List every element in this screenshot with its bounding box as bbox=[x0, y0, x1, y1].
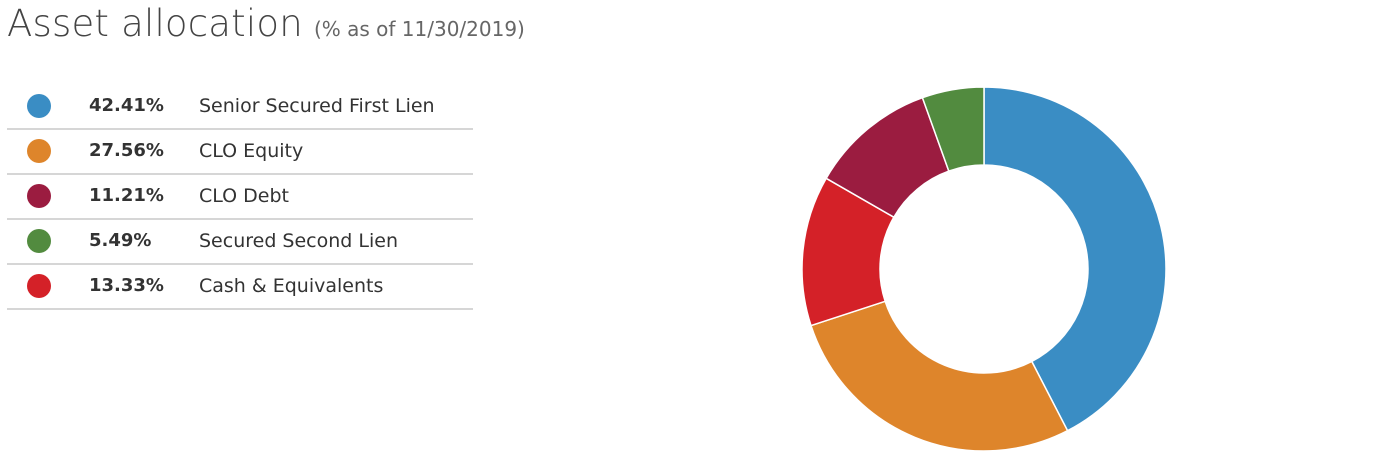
legend-value: 42.41% bbox=[89, 95, 164, 116]
allocation-legend: 42.41% Senior Secured First Lien 27.56% … bbox=[7, 85, 473, 310]
legend-row-secured-second-lien: 5.49% Secured Second Lien bbox=[7, 220, 473, 265]
as-of-date-subtitle: (% as of 11/30/2019) bbox=[313, 17, 525, 41]
legend-swatch bbox=[27, 229, 51, 253]
donut-slice-senior-secured-first-lien bbox=[983, 86, 1167, 432]
legend-swatch bbox=[27, 139, 51, 163]
legend-label: CLO Debt bbox=[199, 185, 289, 207]
legend-value: 11.21% bbox=[89, 185, 164, 206]
legend-swatch bbox=[27, 274, 51, 298]
legend-label: Cash & Equivalents bbox=[199, 275, 384, 297]
legend-value: 27.56% bbox=[89, 140, 164, 161]
legend-value: 5.49% bbox=[89, 230, 152, 251]
legend-swatch bbox=[27, 184, 51, 208]
legend-label: Senior Secured First Lien bbox=[199, 95, 435, 117]
legend-label: CLO Equity bbox=[199, 140, 304, 162]
legend-row-clo-equity: 27.56% CLO Equity bbox=[7, 130, 473, 175]
chart-header: Asset allocation (% as of 11/30/2019) bbox=[7, 2, 525, 45]
legend-row-cash-equivalents: 13.33% Cash & Equivalents bbox=[7, 265, 473, 310]
page-title: Asset allocation bbox=[7, 2, 303, 45]
legend-value: 13.33% bbox=[89, 275, 164, 296]
legend-label: Secured Second Lien bbox=[199, 230, 398, 252]
donut-slice-clo-equity bbox=[810, 300, 1069, 452]
donut-slice-secured-second-lien bbox=[921, 86, 985, 173]
legend-swatch bbox=[27, 94, 51, 118]
legend-row-clo-debt: 11.21% CLO Debt bbox=[7, 175, 473, 220]
legend-row-senior-secured-first-lien: 42.41% Senior Secured First Lien bbox=[7, 85, 473, 130]
